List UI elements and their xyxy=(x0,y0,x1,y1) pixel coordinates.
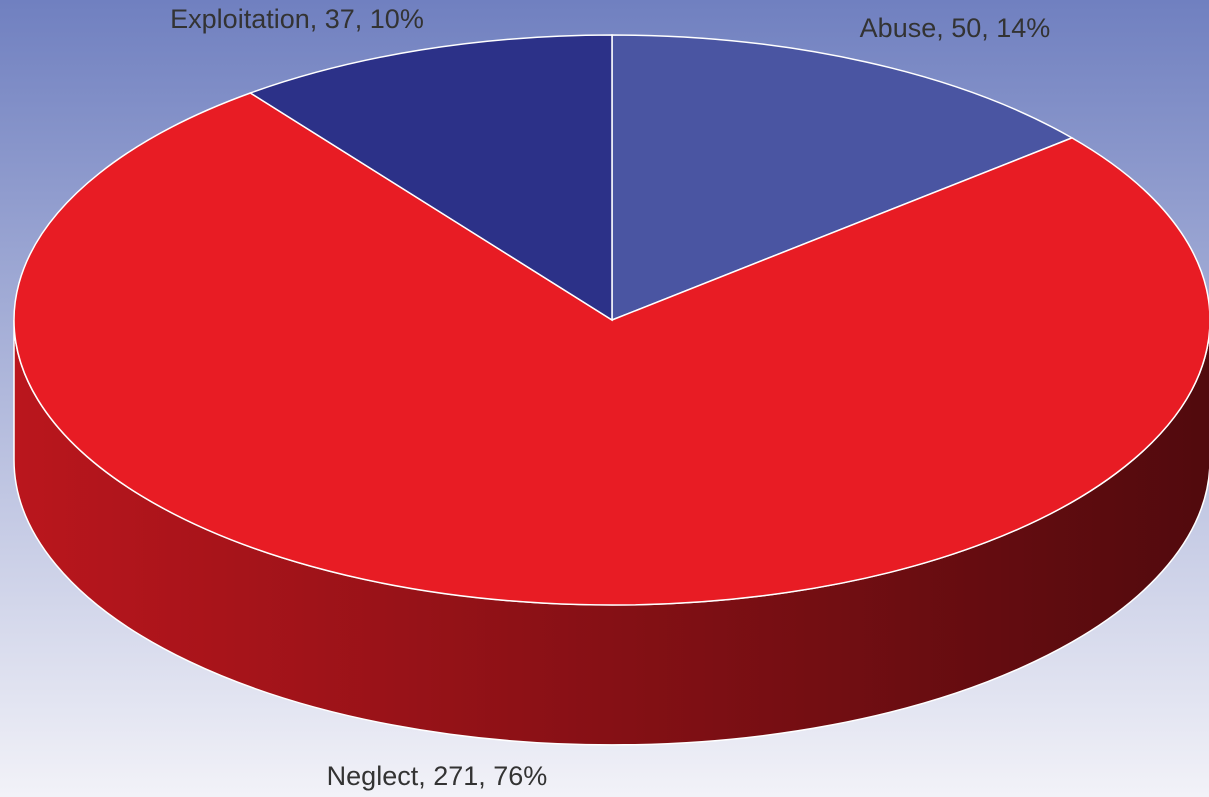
slice xyxy=(248,34,613,322)
data-label: Abuse, 50, 14% xyxy=(860,13,1051,43)
data-label: Exploitation, 37, 10% xyxy=(170,4,424,34)
slice xyxy=(13,92,1209,606)
slice xyxy=(611,34,1074,322)
data-label: Neglect, 271, 76% xyxy=(327,761,548,791)
